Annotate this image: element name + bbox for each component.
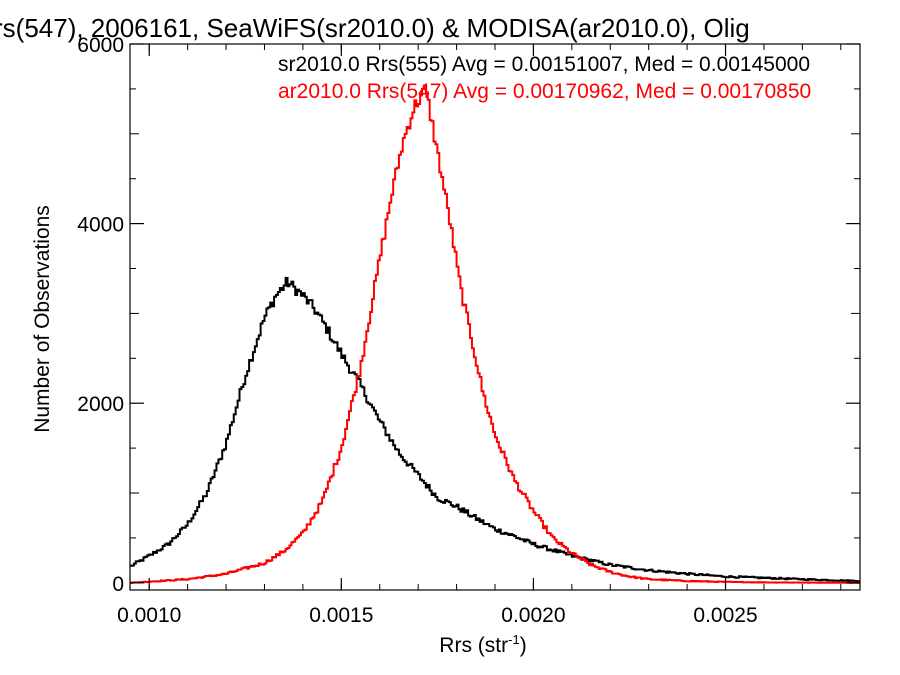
x-axis-label-exponent: -1 (508, 632, 520, 647)
y-tick-label: 2000 (77, 393, 124, 416)
x-axis-label-main: Rrs (str (439, 634, 508, 657)
series-layer (130, 84, 860, 584)
tick-layer: 0.0010 0.0015 0.0020 0.0025 0 2000 4000 6000 (77, 34, 860, 627)
legend-entry-ar2010: ar2010.0 Rrs(547) Avg = 0.00170962, Med … (278, 80, 811, 103)
x-axis-label-close: ) (520, 634, 527, 657)
x-tick-label: 0.0025 (693, 604, 757, 627)
x-tick-label: 0.0015 (309, 604, 373, 627)
chart-title: rs(547), 2006161, SeaWiFS(sr2010.0) & MO… (0, 13, 750, 43)
y-tick-label: 6000 (77, 34, 124, 57)
x-tick-label: 0.0020 (501, 604, 565, 627)
series-line-0 (130, 276, 860, 583)
legend-entry-sr2010: sr2010.0 Rrs(555) Avg = 0.00151007, Med … (278, 53, 810, 76)
y-axis-label: Number of Observations (31, 205, 54, 433)
plot-frame (129, 43, 861, 591)
x-tick-label: 0.0010 (117, 604, 181, 627)
x-axis-label: Rrs (str-1) (439, 632, 526, 657)
series-line-1 (130, 84, 860, 584)
y-tick-label: 0 (112, 573, 124, 596)
y-tick-label: 4000 (77, 214, 124, 237)
